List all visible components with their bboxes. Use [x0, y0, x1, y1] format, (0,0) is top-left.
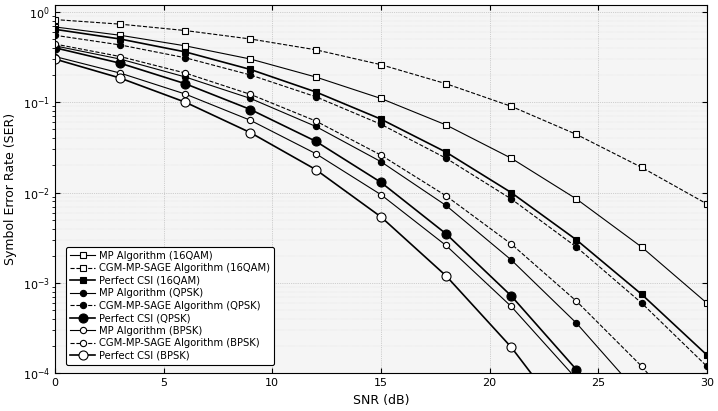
- Y-axis label: Symbol Error Rate (SER): Symbol Error Rate (SER): [4, 113, 17, 265]
- X-axis label: SNR (dB): SNR (dB): [353, 394, 409, 407]
- Legend: MP Algorithm (16QAM), CGM-MP-SAGE Algorithm (16QAM), Perfect CSI (16QAM), MP Alg: MP Algorithm (16QAM), CGM-MP-SAGE Algori…: [67, 247, 274, 365]
